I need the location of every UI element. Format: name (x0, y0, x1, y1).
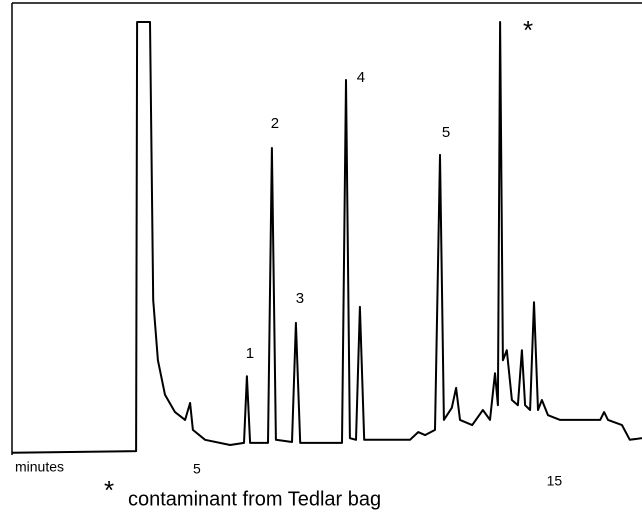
footnote-marker: * (104, 475, 114, 505)
x-tick-label: 15 (547, 473, 563, 489)
trace (11, 21, 642, 454)
x-axis-label: minutes (15, 459, 64, 475)
peak-label: 4 (357, 69, 365, 86)
peak-label: * (523, 15, 533, 45)
footnote: contaminant from Tedlar bag (128, 488, 381, 510)
x-tick-label: 5 (193, 461, 201, 477)
peak-label: 3 (296, 290, 304, 307)
peak-label: 2 (271, 115, 279, 132)
peak-label: 5 (442, 124, 450, 141)
peak-label: 1 (246, 345, 254, 362)
